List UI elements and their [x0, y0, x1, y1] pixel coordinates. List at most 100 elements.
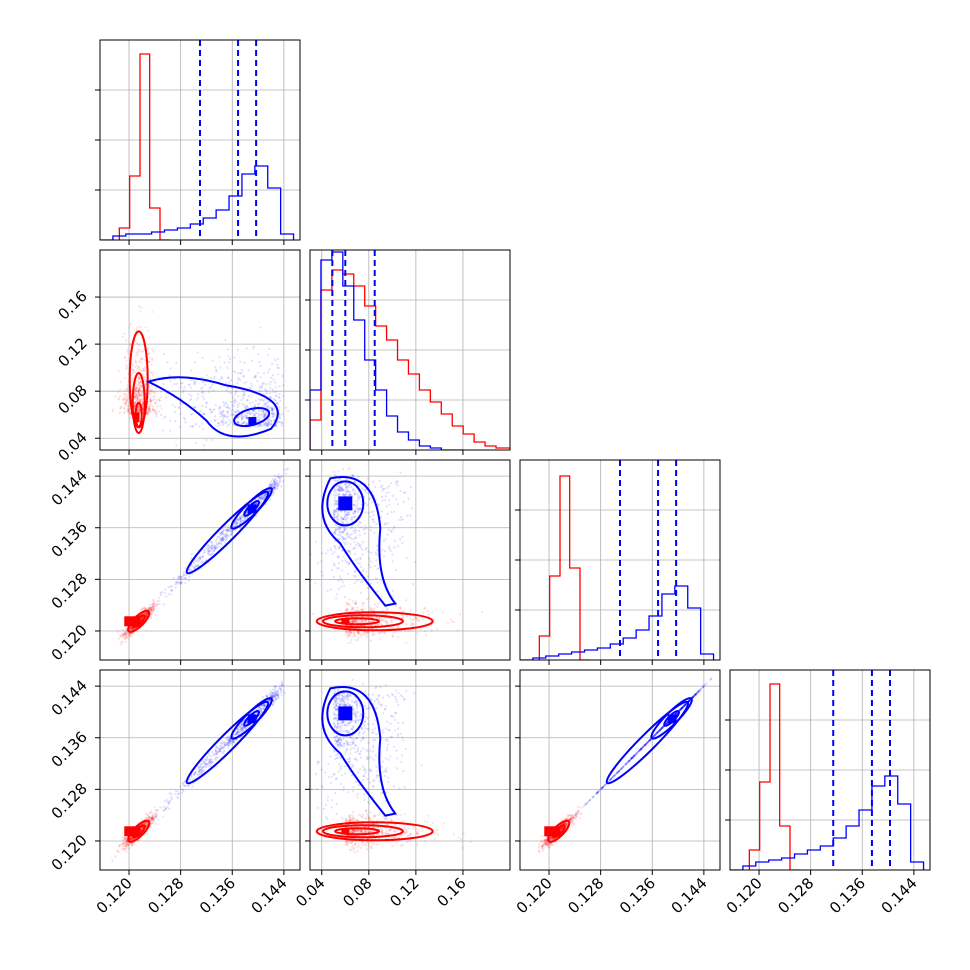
sample-point-red: [423, 607, 426, 610]
sample-point-blue: [214, 547, 217, 551]
sample-point-blue: [187, 569, 190, 572]
sample-point-blue: [341, 517, 345, 521]
sample-point-blue: [241, 725, 244, 728]
sample-point-red: [142, 375, 145, 379]
sample-point-blue: [252, 409, 256, 412]
sample-point-blue: [240, 416, 243, 419]
sample-point-red: [362, 632, 365, 635]
sample-point-blue: [350, 526, 354, 529]
sample-point-blue: [262, 399, 265, 402]
sample-point-blue: [170, 593, 173, 596]
sample-point-blue: [242, 374, 245, 377]
sample-point-red: [152, 607, 155, 611]
sample-point-blue: [235, 520, 238, 523]
sample-point-blue: [265, 695, 269, 698]
sample-point-red: [146, 410, 149, 413]
sample-point-red: [361, 609, 364, 612]
sample-point-red: [134, 388, 137, 391]
sample-point-blue: [202, 764, 205, 768]
sample-point-blue: [369, 582, 372, 585]
sample-point-red: [348, 603, 351, 607]
sample-point-red: [126, 398, 129, 401]
sample-point-blue: [273, 413, 276, 416]
sample-point-red: [123, 632, 126, 635]
sample-point-blue: [201, 356, 204, 360]
sample-point-blue: [276, 373, 280, 376]
sample-point-blue: [272, 491, 275, 494]
sample-point-blue: [352, 529, 355, 533]
sample-point-red: [147, 408, 151, 411]
sample-point-blue: [245, 421, 248, 424]
sample-point-red: [344, 630, 347, 634]
sample-point-blue: [261, 382, 264, 386]
sample-point-blue: [272, 692, 275, 695]
sample-point-blue: [258, 424, 261, 427]
sample-point-red: [432, 618, 436, 621]
sample-point-blue: [205, 762, 208, 766]
sample-point-red: [151, 612, 154, 615]
sample-point-blue: [271, 374, 275, 377]
sample-point-blue: [202, 770, 205, 773]
sample-point-red: [115, 849, 119, 852]
sample-point-blue: [339, 482, 342, 486]
sample-point-red: [155, 603, 158, 606]
sample-point-red: [431, 611, 434, 614]
sample-point-red: [368, 597, 371, 600]
sample-point-blue: [361, 580, 364, 583]
sample-point-blue: [391, 494, 395, 498]
sample-point-red: [138, 387, 141, 390]
sample-point-blue: [343, 517, 346, 520]
sample-point-red: [353, 620, 357, 623]
sample-point-red: [421, 618, 424, 621]
sample-point-red: [121, 632, 124, 635]
sample-point-blue: [384, 538, 387, 541]
sample-point-blue: [154, 815, 158, 818]
sample-point-blue: [228, 739, 232, 742]
sample-point-blue: [366, 492, 369, 495]
sample-point-blue: [341, 569, 344, 572]
sample-point-blue: [188, 567, 191, 571]
sample-point-blue: [196, 773, 199, 776]
sample-point-red: [481, 610, 484, 614]
sample-point-red: [124, 640, 127, 644]
sample-point-blue: [347, 561, 350, 564]
sample-point-blue: [201, 761, 204, 764]
sample-point-blue: [208, 758, 211, 761]
sample-point-blue: [343, 513, 347, 516]
sample-point-red: [345, 609, 348, 612]
sample-point-blue: [260, 496, 264, 500]
sample-point-red: [377, 623, 380, 626]
sample-point-blue: [337, 547, 340, 550]
sample-point-blue: [222, 529, 225, 532]
sample-point-blue: [351, 520, 354, 523]
sample-point-blue: [359, 544, 362, 547]
sample-point-red: [151, 816, 155, 820]
sample-point-red: [131, 628, 135, 631]
sample-point-blue: [193, 360, 196, 364]
sample-point-blue: [190, 553, 193, 556]
sample-point-blue: [352, 548, 355, 551]
sample-point-blue: [241, 728, 244, 731]
sample-point-blue: [176, 790, 179, 793]
sample-point-red: [129, 626, 133, 630]
sample-point-blue: [258, 385, 261, 388]
sample-point-blue: [242, 519, 245, 522]
sample-point-blue: [272, 694, 275, 697]
sample-point-red: [384, 631, 387, 635]
sample-point-blue: [208, 549, 211, 552]
sample-point-blue: [337, 487, 341, 491]
sample-point-red: [128, 635, 131, 638]
sample-point-blue: [157, 818, 160, 821]
sample-point-red: [146, 607, 149, 610]
sample-point-red: [133, 391, 136, 395]
sample-point-blue: [357, 496, 360, 500]
histogram-panel-0: [100, 40, 300, 240]
sample-point-blue: [225, 537, 228, 541]
sample-point-blue: [273, 359, 277, 362]
sample-point-blue: [277, 475, 280, 478]
sample-point-red: [125, 630, 128, 633]
sample-point-blue: [227, 376, 230, 380]
sample-point-blue: [177, 406, 181, 409]
sample-point-red: [141, 398, 144, 401]
sample-point-blue: [270, 420, 273, 423]
